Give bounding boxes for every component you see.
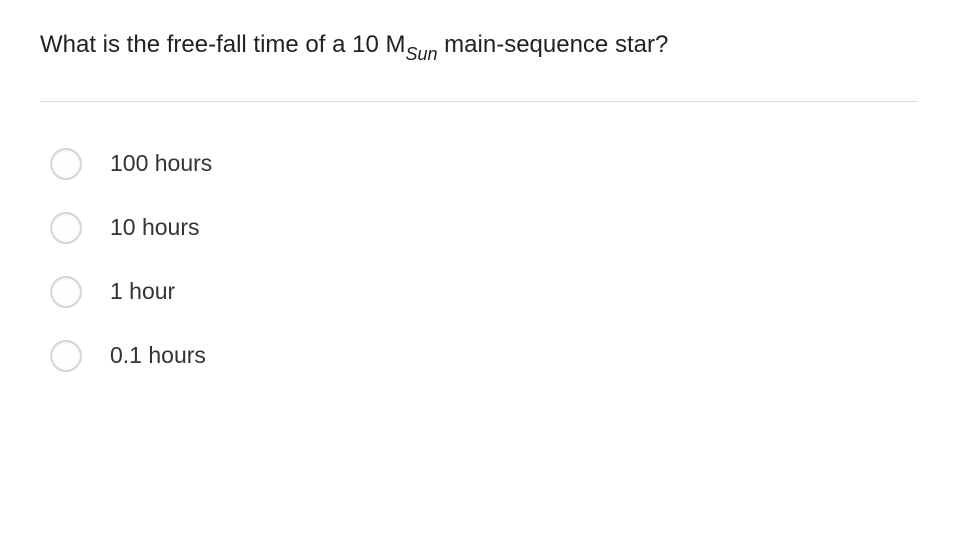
options-group: 100 hours 10 hours 1 hour 0.1 hours: [40, 148, 918, 372]
question-subscript: Sun: [405, 44, 437, 64]
divider: [40, 101, 918, 102]
option-1[interactable]: 10 hours: [50, 212, 918, 244]
question-prefix: What is the free-fall time of a 10 M: [40, 31, 405, 58]
option-label: 1 hour: [110, 278, 175, 305]
radio-icon[interactable]: [50, 340, 82, 372]
option-0[interactable]: 100 hours: [50, 148, 918, 180]
radio-icon[interactable]: [50, 148, 82, 180]
option-2[interactable]: 1 hour: [50, 276, 918, 308]
question-suffix: main-sequence star?: [438, 31, 669, 58]
option-label: 10 hours: [110, 214, 200, 241]
option-label: 100 hours: [110, 150, 212, 177]
quiz-container: What is the free-fall time of a 10 MSun …: [0, 0, 958, 372]
option-3[interactable]: 0.1 hours: [50, 340, 918, 372]
question-text: What is the free-fall time of a 10 MSun …: [40, 28, 918, 65]
radio-icon[interactable]: [50, 276, 82, 308]
option-label: 0.1 hours: [110, 342, 206, 369]
radio-icon[interactable]: [50, 212, 82, 244]
